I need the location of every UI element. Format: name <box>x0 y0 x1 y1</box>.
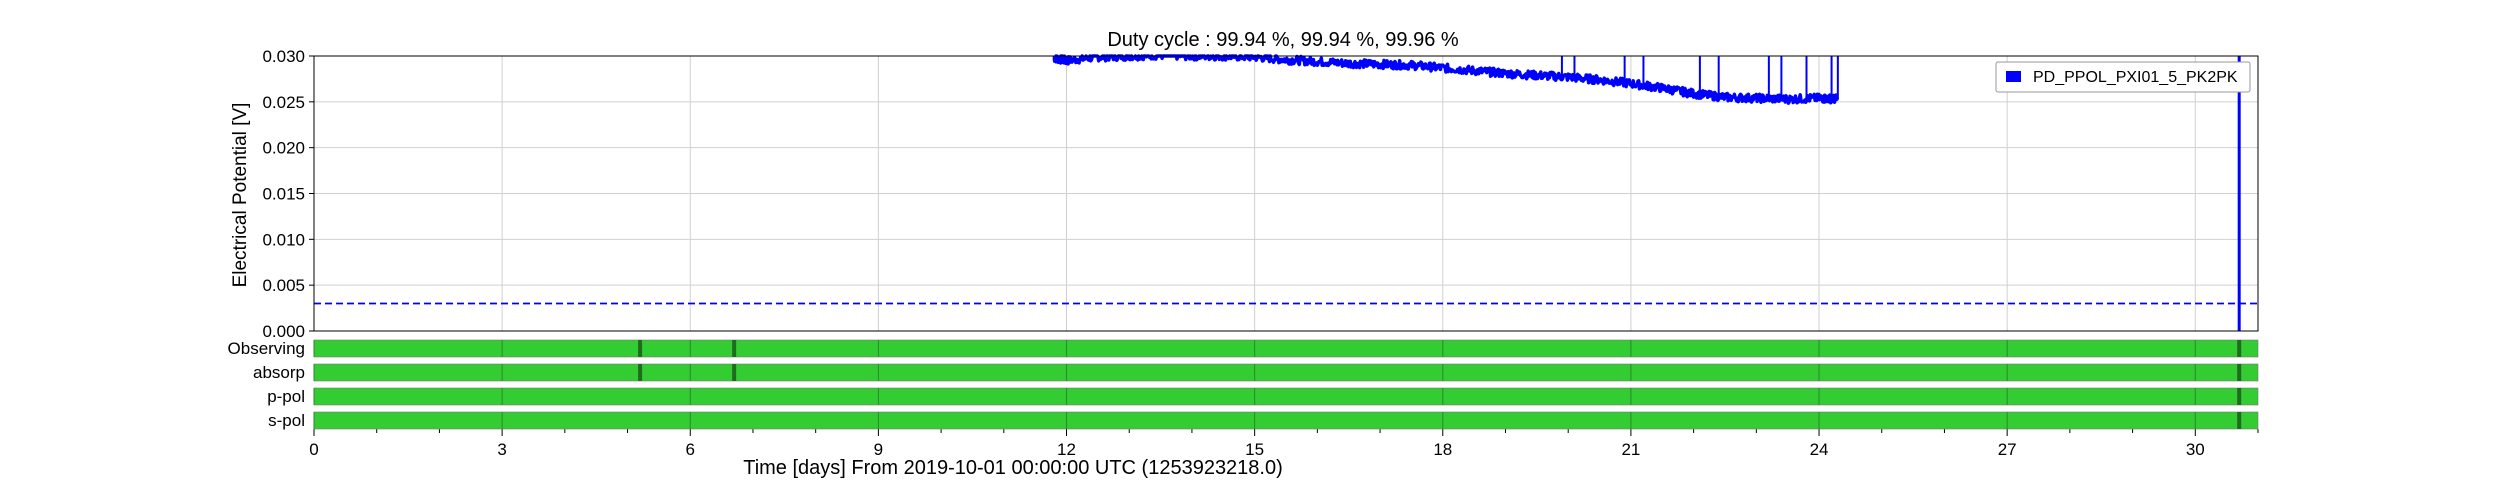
state-dropout <box>2237 388 2242 405</box>
x-tick-label: 27 <box>1998 440 2017 459</box>
state-dropout <box>2237 364 2242 381</box>
series-line <box>1052 54 1840 105</box>
y-tick-label: 0.010 <box>262 230 305 249</box>
x-tick-label: 24 <box>1810 440 1829 459</box>
x-tick-label: 0 <box>309 440 318 459</box>
state-bar <box>313 387 2259 406</box>
y-tick-label: 0.020 <box>262 139 305 158</box>
state-bar-label: s-pol <box>268 411 305 430</box>
state-dropout <box>638 364 643 381</box>
x-tick-label: 18 <box>1433 440 1452 459</box>
axis-layer: 0.000 0.005 0.010 0.015 0.020 0.025 0.030 0 3 6 9 1… <box>262 47 2259 459</box>
x-tick-label: 30 <box>2186 440 2205 459</box>
state-dropout <box>732 364 737 381</box>
y-tick-label: 0.000 <box>262 322 305 341</box>
y-axis-label: Electrical Potential [V] <box>230 103 251 288</box>
legend-swatch <box>2006 71 2021 82</box>
legend-label: PD_PPOL_PXI01_5_PK2PK <box>2033 69 2238 86</box>
state-bar-label: absorp <box>253 363 305 382</box>
y-tick-label: 0.015 <box>262 185 305 204</box>
state-dropout <box>2237 412 2242 429</box>
state-bar <box>313 363 2259 382</box>
x-tick-label: 15 <box>1245 440 1264 459</box>
state-bars: Observing absorp p-pol s-pol <box>228 339 2259 430</box>
x-tick-label: 6 <box>686 440 695 459</box>
y-tick-label: 0.025 <box>262 93 305 112</box>
state-bar <box>313 339 2259 358</box>
state-dropout <box>732 340 737 357</box>
x-tick-label: 3 <box>497 440 506 459</box>
legend: PD_PPOL_PXI01_5_PK2PK <box>1995 61 2251 93</box>
data-layer <box>314 54 2258 331</box>
state-bar <box>313 411 2259 430</box>
state-bar-label: p-pol <box>267 387 305 406</box>
x-tick-label: 12 <box>1057 440 1076 459</box>
x-tick-label: 21 <box>1621 440 1640 459</box>
legend-frame <box>1995 61 2251 93</box>
state-dropout <box>638 340 643 357</box>
x-tick-label: 9 <box>874 440 883 459</box>
chart-title: Duty cycle : 99.94 %, 99.94 %, 99.96 % <box>1107 29 1459 51</box>
y-tick-label: 0.005 <box>262 276 305 295</box>
state-bar-label: Observing <box>228 339 305 358</box>
state-dropout <box>2237 340 2242 357</box>
x-axis-label: Time [days] From 2019-10-01 00:00:00 UTC… <box>743 457 1283 479</box>
grid-lines <box>313 55 2258 332</box>
y-tick-label: 0.030 <box>262 47 305 66</box>
